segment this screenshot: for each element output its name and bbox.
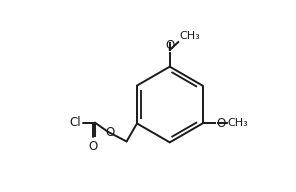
Text: CH₃: CH₃ xyxy=(228,118,248,128)
Text: O: O xyxy=(165,40,174,52)
Text: O: O xyxy=(216,117,225,130)
Text: O: O xyxy=(88,140,97,153)
Text: Cl: Cl xyxy=(69,116,81,129)
Text: O: O xyxy=(106,126,115,138)
Text: CH₃: CH₃ xyxy=(179,31,200,41)
